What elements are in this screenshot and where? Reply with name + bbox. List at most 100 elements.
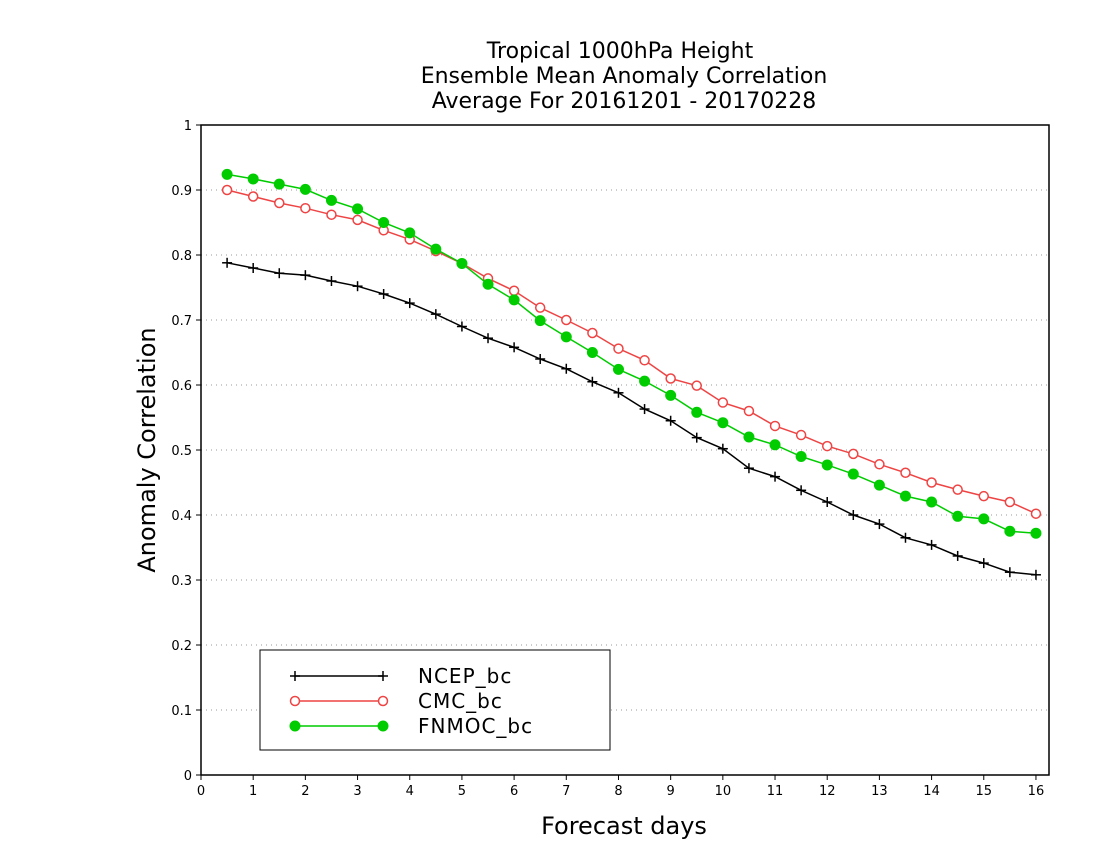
data-point bbox=[1030, 569, 1041, 580]
data-point bbox=[874, 519, 885, 530]
data-point bbox=[900, 532, 911, 543]
x-tick-label: 5 bbox=[458, 784, 466, 799]
data-point bbox=[691, 380, 703, 391]
x-tick-label: 15 bbox=[975, 784, 992, 799]
data-point bbox=[848, 510, 859, 520]
y-axis-label: Anomaly Correlation bbox=[133, 327, 161, 572]
title-line-2: Ensemble Mean Anomaly Correlation bbox=[421, 64, 828, 89]
data-point bbox=[535, 354, 546, 364]
y-tick-label: 0.1 bbox=[171, 704, 192, 719]
y-tick-label: 0.7 bbox=[171, 314, 192, 329]
legend-label: FNMOC_bc bbox=[418, 714, 533, 738]
data-point bbox=[1004, 567, 1015, 578]
x-tick-label: 1 bbox=[249, 784, 257, 799]
data-point bbox=[926, 539, 937, 550]
data-point bbox=[639, 375, 651, 387]
data-point bbox=[873, 479, 885, 491]
y-tick-label: 0.2 bbox=[171, 639, 192, 654]
legend-box bbox=[259, 649, 611, 751]
data-point bbox=[534, 302, 546, 313]
grid-lines bbox=[201, 189, 1049, 711]
data-point bbox=[978, 558, 989, 569]
data-point bbox=[222, 257, 233, 268]
data-point bbox=[717, 443, 728, 454]
data-point bbox=[378, 289, 389, 299]
data-point bbox=[612, 363, 624, 375]
data-point bbox=[377, 720, 389, 732]
data-point bbox=[874, 459, 885, 470]
data-point bbox=[639, 355, 650, 366]
data-point bbox=[274, 268, 285, 279]
data-point bbox=[534, 315, 546, 327]
data-point bbox=[613, 343, 624, 354]
data-point bbox=[613, 387, 624, 398]
data-point bbox=[587, 327, 598, 339]
axis-ticks: 00.10.20.30.40.50.60.70.80.910 1 2 3 4 5 6 7 8 9 1… bbox=[171, 119, 1044, 799]
data-point bbox=[300, 202, 311, 214]
data-point bbox=[289, 720, 301, 732]
data-point bbox=[1030, 527, 1042, 539]
data-point bbox=[326, 276, 337, 286]
x-tick-label: 14 bbox=[923, 784, 940, 799]
x-tick-label: 7 bbox=[562, 784, 570, 799]
x-tick-label: 13 bbox=[871, 784, 888, 799]
x-tick-label: 8 bbox=[614, 784, 622, 799]
data-point bbox=[717, 417, 729, 429]
series-line-cmc-bc bbox=[226, 189, 1037, 515]
data-point bbox=[665, 389, 677, 401]
data-point bbox=[587, 376, 598, 387]
x-axis-label: Forecast days bbox=[541, 812, 707, 840]
data-point bbox=[299, 183, 311, 195]
data-point bbox=[404, 227, 416, 239]
y-tick-label: 0 bbox=[184, 769, 192, 784]
data-point bbox=[822, 497, 833, 507]
x-tick-label: 10 bbox=[715, 784, 732, 799]
x-tick-label: 6 bbox=[510, 784, 518, 799]
data-point bbox=[482, 278, 494, 290]
data-point bbox=[508, 285, 520, 296]
data-point bbox=[289, 695, 301, 707]
data-point bbox=[1004, 525, 1016, 537]
legend-label: CMC_bc bbox=[418, 689, 503, 713]
data-point bbox=[248, 263, 259, 273]
data-point bbox=[1004, 496, 1016, 508]
series-fnmoc-bc bbox=[221, 168, 1042, 539]
y-tick-label: 0.8 bbox=[171, 249, 192, 264]
y-tick-label: 0.9 bbox=[171, 184, 192, 199]
data-point bbox=[326, 209, 337, 220]
data-point bbox=[378, 671, 388, 681]
data-point bbox=[795, 451, 807, 462]
data-point bbox=[978, 490, 990, 502]
data-point bbox=[926, 477, 937, 488]
x-tick-label: 3 bbox=[353, 784, 361, 799]
data-point bbox=[290, 671, 300, 681]
series-ncep-bc bbox=[222, 257, 1041, 580]
data-point bbox=[665, 373, 676, 384]
data-point bbox=[508, 294, 520, 306]
data-point bbox=[560, 331, 572, 343]
data-point bbox=[691, 432, 702, 443]
x-tick-label: 16 bbox=[1028, 784, 1045, 799]
data-point bbox=[509, 342, 520, 353]
y-tick-label: 0.3 bbox=[171, 574, 192, 589]
x-tick-label: 2 bbox=[301, 784, 309, 799]
data-point bbox=[561, 363, 572, 374]
data-point bbox=[221, 168, 233, 180]
series-layer bbox=[221, 168, 1042, 580]
data-point bbox=[665, 415, 676, 426]
data-point bbox=[352, 203, 364, 215]
data-point bbox=[639, 404, 650, 415]
data-point bbox=[273, 178, 285, 190]
data-point bbox=[221, 184, 233, 196]
data-point bbox=[769, 439, 781, 451]
data-point bbox=[743, 405, 755, 417]
data-point bbox=[483, 333, 494, 344]
data-point bbox=[978, 513, 990, 525]
data-point bbox=[952, 484, 963, 495]
x-tick-label: 11 bbox=[767, 784, 784, 799]
y-tick-label: 1 bbox=[184, 119, 192, 134]
data-point bbox=[274, 197, 285, 209]
data-point bbox=[561, 314, 572, 326]
